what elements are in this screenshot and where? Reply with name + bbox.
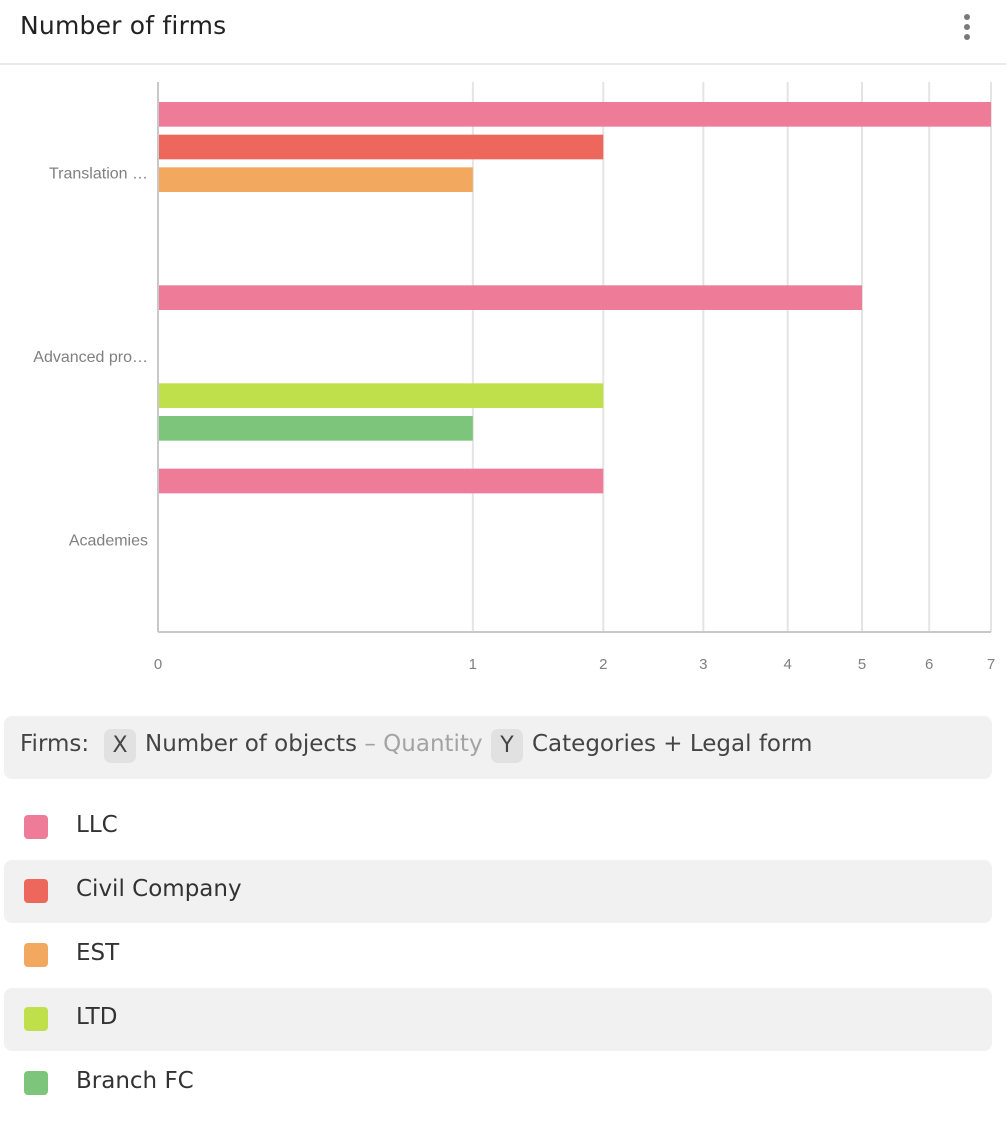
bar[interactable] [159,383,604,408]
x-axis-aggregation: – Quantity [364,731,483,757]
x-tick-label: 6 [925,656,933,673]
x-tick-label: 7 [987,656,995,673]
legend-swatch [24,1071,48,1095]
legend-swatch [24,1007,48,1031]
vertical-ellipsis-icon[interactable] [957,10,977,44]
bar[interactable] [159,468,604,494]
legend-label: Branch FC [76,1068,194,1094]
bar[interactable] [159,102,991,127]
x-tick-label: 3 [699,656,707,673]
y-axis-badge[interactable]: Y [491,729,523,763]
formula-prefix: Firms: [20,731,90,757]
formula-bar: Firms: X Number of objects – Quantity Y … [4,716,992,779]
x-axis-field[interactable]: Number of objects – Quantity [145,731,483,757]
x-tick-label: 5 [858,656,866,673]
legend-swatch [24,815,48,839]
bar-chart: 0 1 2 3 4 5 6 7 Translation … Advanced pro… Academ… [33,82,995,673]
x-axis-measure: Number of objects [145,731,358,757]
bar[interactable] [159,167,473,192]
legend-swatch [24,943,48,967]
legend-item-llc[interactable]: LLC [4,796,992,859]
bar[interactable] [159,134,604,160]
y-tick-label: Translation … [49,166,148,183]
bar[interactable] [159,285,863,310]
y-axis-field[interactable]: Categories + Legal form [532,731,813,757]
legend-item-est[interactable]: EST [4,924,992,987]
y-tick-label: Academies [69,532,148,549]
legend-label: Civil Company [76,876,242,902]
legend: LLC Civil Company EST LTD Branch FC [4,796,992,1116]
x-tick-label: 2 [599,656,607,673]
legend-item-ltd[interactable]: LTD [4,988,992,1051]
legend-item-civil-company[interactable]: Civil Company [4,860,992,923]
legend-item-branch-fc[interactable]: Branch FC [4,1052,992,1115]
legend-label: LTD [76,1004,118,1030]
x-tick-label: 4 [784,656,792,673]
legend-label: EST [76,940,120,966]
bar[interactable] [159,416,473,441]
legend-label: LLC [76,812,118,838]
y-tick-label: Advanced pro… [33,349,148,366]
x-tick-label: 1 [469,656,477,673]
legend-swatch [24,879,48,903]
chart-title: Number of firms [20,11,227,40]
x-axis-badge[interactable]: X [104,729,136,763]
chart-header: Number of firms [0,0,1006,65]
x-tick-label: 0 [154,656,162,673]
